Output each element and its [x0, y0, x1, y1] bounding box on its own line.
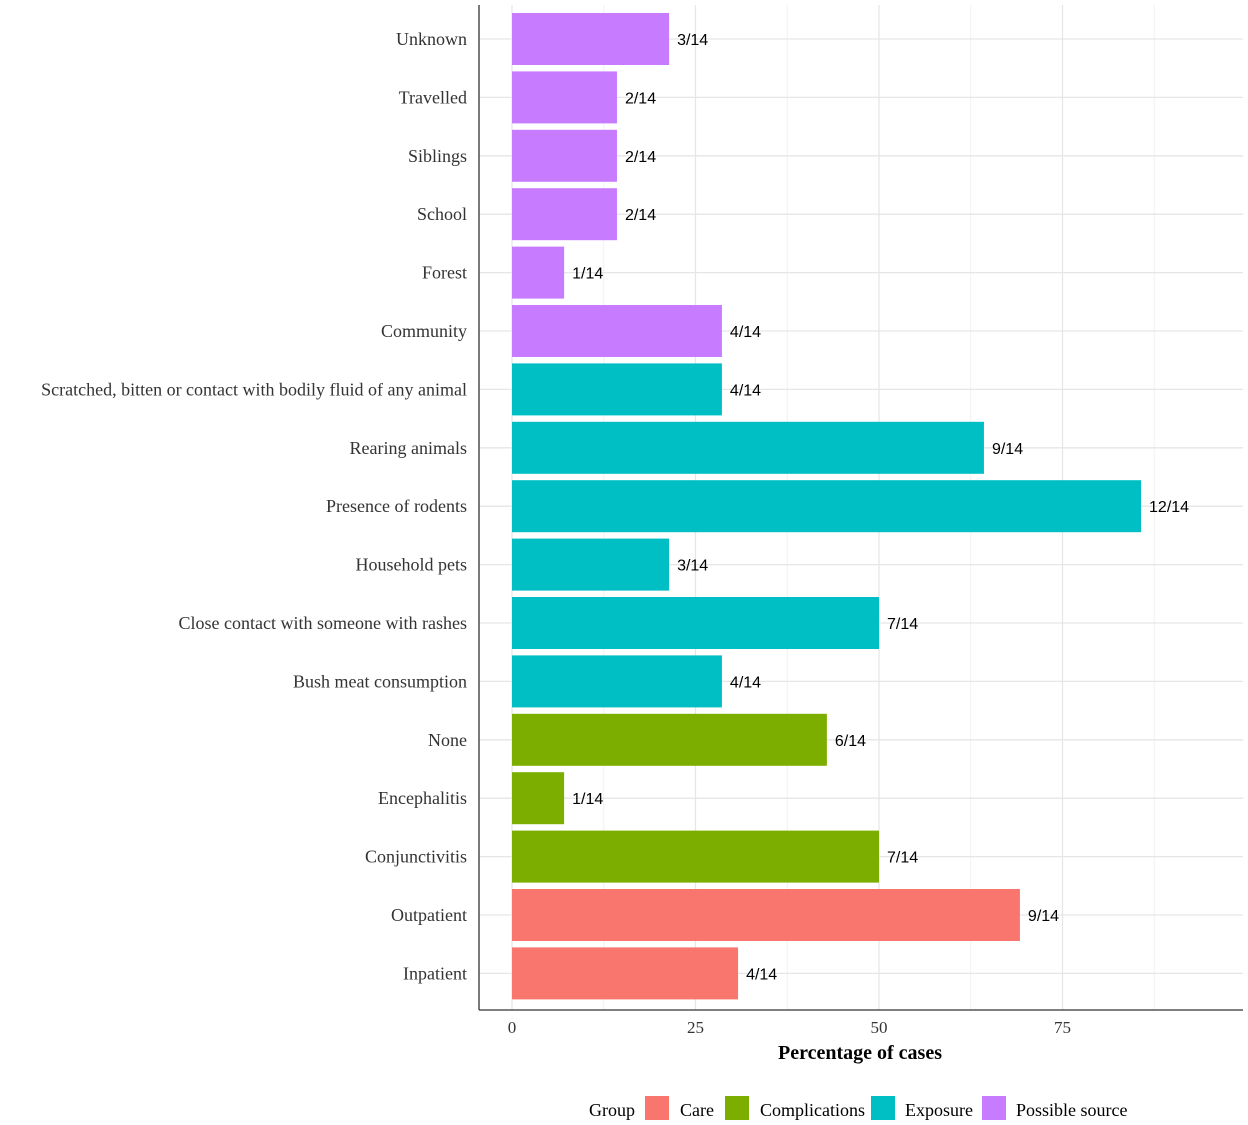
data-label: 6/14 [835, 733, 866, 750]
data-label: 9/14 [992, 441, 1023, 458]
bar [512, 830, 879, 883]
data-label: 4/14 [730, 674, 761, 691]
data-label: 3/14 [677, 558, 708, 575]
category-label: Bush meat consumption [293, 671, 467, 691]
legend-key [725, 1096, 749, 1120]
legend-title: Group [589, 1100, 635, 1120]
x-tick-label: 50 [871, 1018, 888, 1037]
category-label: Scratched, bitten or contact with bodily… [41, 379, 467, 399]
bar [512, 480, 1142, 533]
data-label: 2/14 [625, 207, 656, 224]
bar [512, 71, 617, 124]
bar [512, 889, 1020, 941]
bar [512, 772, 565, 825]
category-label: Encephalitis [378, 788, 467, 808]
x-tick-label: 75 [1054, 1018, 1071, 1037]
category-label: School [417, 204, 467, 224]
data-label: 2/14 [625, 90, 656, 107]
axes [478, 5, 1243, 1011]
data-labels: 3/14 2/14 2/14 2/14 1/14 4/14 4/14 9/14 12/14 3/1… [572, 32, 1189, 983]
data-label: 4/14 [730, 382, 761, 399]
category-label: Household pets [356, 555, 468, 575]
bar [512, 129, 617, 182]
data-label: 4/14 [730, 324, 761, 341]
category-label: Rearing animals [350, 438, 467, 458]
legend-label: Possible source [1016, 1100, 1128, 1120]
legend-label: Exposure [905, 1100, 973, 1120]
data-label: 7/14 [887, 616, 918, 633]
data-label: 1/14 [572, 791, 603, 808]
category-label: Close contact with someone with rashes [179, 613, 467, 633]
bar [512, 363, 722, 416]
category-label: Outpatient [391, 905, 467, 925]
category-label: Unknown [396, 29, 467, 49]
legend: Group Care Complications Exposure Possible … [589, 1096, 1128, 1120]
category-label: Community [381, 321, 467, 341]
bar [512, 305, 722, 357]
bars [512, 13, 1142, 1000]
bar [512, 421, 984, 474]
x-tick-label: 0 [508, 1018, 517, 1037]
category-label: Siblings [408, 146, 467, 166]
bar [512, 13, 670, 65]
data-label: 7/14 [887, 850, 918, 867]
bar [512, 947, 739, 1000]
legend-label: Complications [760, 1100, 865, 1120]
category-labels: Unknown Travelled Siblings School Forest Comm… [41, 29, 467, 983]
bar [512, 246, 565, 299]
category-label: Presence of rodents [326, 496, 467, 516]
legend-key [645, 1096, 669, 1120]
data-label: 4/14 [746, 966, 777, 983]
category-label: Forest [422, 263, 467, 283]
bar [512, 713, 827, 766]
bar [512, 597, 879, 649]
legend-label: Care [680, 1100, 714, 1120]
data-label: 9/14 [1028, 908, 1059, 925]
category-label: Inpatient [403, 963, 467, 983]
data-label: 3/14 [677, 32, 708, 49]
legend-key [982, 1096, 1006, 1120]
category-label: Travelled [399, 87, 467, 107]
data-label: 12/14 [1149, 499, 1189, 516]
data-label: 2/14 [625, 149, 656, 166]
data-label: 1/14 [572, 266, 603, 283]
category-label: None [428, 730, 467, 750]
bar [512, 655, 722, 708]
bar [512, 538, 670, 591]
x-axis-title: Percentage of cases [778, 1042, 942, 1064]
legend-key [871, 1096, 895, 1120]
x-tick-labels: 0 25 50 75 [508, 1018, 1071, 1037]
category-label: Conjunctivitis [365, 847, 467, 867]
bar [512, 188, 617, 241]
x-tick-label: 25 [687, 1018, 704, 1037]
